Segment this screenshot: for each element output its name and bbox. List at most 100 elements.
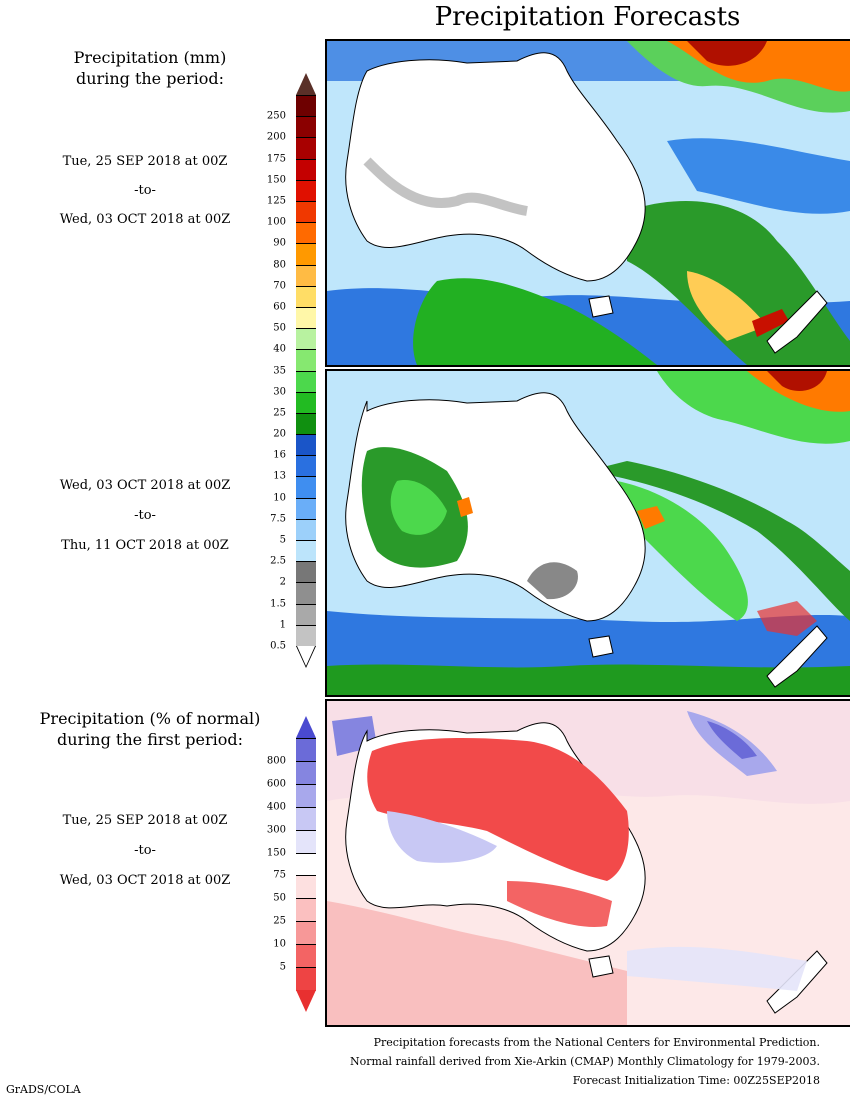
amount-legend-title: Precipitation (mm) during the period: xyxy=(0,47,300,89)
amount-colorbar-label: 250 xyxy=(266,110,286,122)
amount-colorbar-segment xyxy=(296,95,316,118)
percent-colorbar-label: 25 xyxy=(273,915,286,927)
amount-colorbar-segment xyxy=(296,137,316,160)
period2-sep: -to- xyxy=(134,508,156,523)
period1-sep: -to- xyxy=(134,183,156,198)
period3-end: Wed, 03 OCT 2018 at 00Z xyxy=(59,873,231,888)
percent-colorbar-segment xyxy=(296,852,316,877)
amount-colorbar-segment xyxy=(296,370,316,393)
amount-colorbar-label: 100 xyxy=(266,216,286,228)
percent-colorbar-label: 800 xyxy=(266,755,286,767)
amount-colorbar-segment xyxy=(296,285,316,308)
amount-colorbar-label: 175 xyxy=(266,153,286,165)
percent-colorbar-label: 600 xyxy=(266,778,286,790)
footer-line3: Forecast Initialization Time: 00Z25SEP20… xyxy=(572,1074,820,1087)
map-panel-period1 xyxy=(325,39,850,367)
amount-colorbar-label: 125 xyxy=(266,195,286,207)
amount-colorbar-label: 1 xyxy=(279,619,286,631)
amount-colorbar-segment xyxy=(296,412,316,436)
amount-colorbar-label: 60 xyxy=(273,301,286,313)
amount-colorbar-segment xyxy=(296,328,316,351)
amount-colorbar-segment xyxy=(296,264,316,287)
amount-colorbar-segment xyxy=(296,582,316,605)
percent-colorbar-label: 300 xyxy=(266,824,286,836)
grads-credit: GrADS/COLA xyxy=(6,1083,81,1096)
amount-colorbar-label: 150 xyxy=(266,174,286,186)
amount-colorbar-segment xyxy=(296,518,316,542)
amount-colorbar-segment xyxy=(296,200,316,224)
amount-colorbar-segment xyxy=(296,624,316,647)
period1-start: Tue, 25 SEP 2018 at 00Z xyxy=(62,154,228,169)
amount-colorbar-label: 25 xyxy=(273,407,286,419)
footer-line2: Normal rainfall derived from Xie-Arkin (… xyxy=(350,1055,820,1068)
percent-colorbar-segment xyxy=(296,944,316,969)
amount-colorbar-top-arrow xyxy=(296,73,316,95)
period2-end: Thu, 11 OCT 2018 at 00Z xyxy=(61,538,229,553)
amount-colorbar-bottom-arrow-fill xyxy=(297,646,315,666)
percent-title-line1: Precipitation (% of normal) xyxy=(39,709,261,728)
amount-colorbar-segment xyxy=(296,434,316,457)
amount-colorbar-segment xyxy=(296,243,316,266)
amount-colorbar-label: 80 xyxy=(273,259,286,271)
percent-colorbar-segment xyxy=(296,898,316,923)
amount-colorbar-segment xyxy=(296,349,316,372)
percent-title-line2: during the first period: xyxy=(56,730,244,749)
amount-title-line2: during the period: xyxy=(76,69,224,88)
amount-colorbar-label: 70 xyxy=(273,280,286,292)
percent-colorbar-bottom-arrow xyxy=(296,990,316,1012)
percent-colorbar-segment xyxy=(296,783,316,808)
percent-colorbar-segment xyxy=(296,760,316,785)
page-title: Precipitation Forecasts xyxy=(434,2,741,32)
amount-colorbar-label: 35 xyxy=(273,365,286,376)
amount-colorbar-label: 30 xyxy=(273,386,286,398)
period2-start: Wed, 03 OCT 2018 at 00Z xyxy=(59,478,231,493)
footer-line1: Precipitation forecasts from the Nationa… xyxy=(373,1036,820,1049)
amount-colorbar: 250 200 175 150 125 100 90 80 70 60 50 40 35 30 25 20 16… xyxy=(267,73,316,668)
amount-colorbar-segment xyxy=(296,158,316,181)
percent-colorbar-label: 75 xyxy=(273,869,286,881)
percent-colorbar-label: 5 xyxy=(279,961,286,973)
footer-notes: Precipitation forecasts from the Nationa… xyxy=(350,1033,820,1090)
amount-colorbar-segment xyxy=(296,391,316,414)
percent-colorbar-label: 400 xyxy=(266,801,286,813)
amount-colorbar-segment xyxy=(296,179,316,202)
map-panel-percent xyxy=(325,699,850,1027)
amount-colorbar-segment xyxy=(296,455,316,478)
amount-colorbar-segment xyxy=(296,222,316,245)
percent-colorbar-segment xyxy=(296,967,316,991)
period3-start: Tue, 25 SEP 2018 at 00Z xyxy=(62,813,228,828)
percent-colorbar: 800 600 400 300 150 75 50 25 10 5 xyxy=(267,716,316,1012)
percent-colorbar-segment xyxy=(296,738,316,762)
amount-colorbar-label: 50 xyxy=(273,322,286,334)
amount-colorbar-segment xyxy=(296,497,316,520)
percent-colorbar-label: 150 xyxy=(266,847,286,859)
amount-colorbar-label: 16 xyxy=(273,449,286,461)
percent-colorbar-segment xyxy=(296,829,316,854)
amount-colorbar-label: 40 xyxy=(273,343,286,355)
amount-colorbar-segment xyxy=(296,116,316,139)
percent-colorbar-top-arrow xyxy=(296,716,316,738)
amount-colorbar-label: 200 xyxy=(266,131,286,143)
amount-colorbar-segment xyxy=(296,306,316,330)
period1-end: Wed, 03 OCT 2018 at 00Z xyxy=(59,212,231,227)
percent-colorbar-label: 50 xyxy=(273,892,286,904)
percent-colorbar-label: 10 xyxy=(273,938,286,950)
amount-colorbar-label: 2 xyxy=(279,576,286,588)
percent-colorbar-segment xyxy=(296,875,316,900)
percent-colorbar-segment xyxy=(296,806,316,831)
amount-colorbar-label: 20 xyxy=(273,428,286,440)
amount-colorbar-label: 90 xyxy=(273,237,286,249)
amount-colorbar-label: 7.5 xyxy=(270,513,286,525)
map-panel-period2 xyxy=(325,369,850,697)
amount-colorbar-label: 0.5 xyxy=(270,640,286,652)
amount-colorbar-label: 5 xyxy=(279,534,286,546)
period3-sep: -to- xyxy=(134,843,156,858)
amount-colorbar-segment xyxy=(296,540,316,563)
percent-colorbar-segment xyxy=(296,921,316,946)
amount-colorbar-segment xyxy=(296,603,316,626)
amount-colorbar-label: 2.5 xyxy=(270,555,286,567)
amount-colorbar-label: 1.5 xyxy=(270,598,286,610)
amount-colorbar-segment xyxy=(296,476,316,499)
percent-legend-title: Precipitation (% of normal) during the f… xyxy=(0,708,300,750)
amount-colorbar-segment xyxy=(296,561,316,584)
